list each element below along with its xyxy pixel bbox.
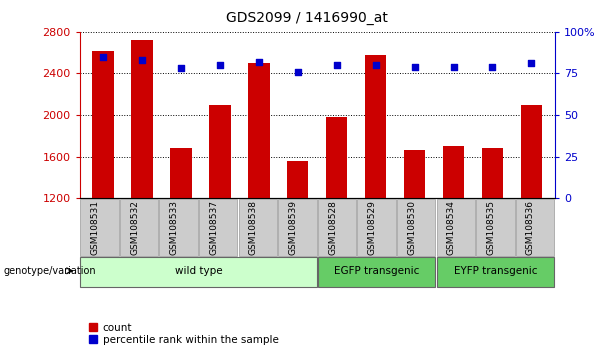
Legend: count, percentile rank within the sample: count, percentile rank within the sample xyxy=(85,318,283,349)
Bar xyxy=(209,105,230,198)
Text: GSM108532: GSM108532 xyxy=(130,200,139,255)
Bar xyxy=(482,148,503,198)
Point xyxy=(487,64,497,70)
Text: GSM108534: GSM108534 xyxy=(447,200,456,255)
Text: GDS2099 / 1416990_at: GDS2099 / 1416990_at xyxy=(226,11,387,25)
Text: EYFP transgenic: EYFP transgenic xyxy=(454,266,537,276)
Text: EGFP transgenic: EGFP transgenic xyxy=(334,266,419,276)
Bar xyxy=(443,146,464,198)
Bar xyxy=(287,161,308,198)
Text: GSM108536: GSM108536 xyxy=(526,200,535,255)
Bar xyxy=(170,148,192,198)
Text: GSM108538: GSM108538 xyxy=(249,200,258,255)
Text: GSM108539: GSM108539 xyxy=(289,200,297,255)
Text: GSM108535: GSM108535 xyxy=(486,200,495,255)
Point xyxy=(254,59,264,65)
Bar xyxy=(93,51,114,198)
Point xyxy=(332,62,341,68)
Point xyxy=(527,61,536,66)
Text: GSM108537: GSM108537 xyxy=(209,200,218,255)
Text: GSM108530: GSM108530 xyxy=(407,200,416,255)
Text: GSM108528: GSM108528 xyxy=(328,200,337,255)
Bar xyxy=(404,150,425,198)
Point xyxy=(371,62,381,68)
Point xyxy=(98,54,108,59)
Bar xyxy=(248,63,270,198)
Bar xyxy=(520,105,542,198)
Point xyxy=(409,64,419,70)
Text: wild type: wild type xyxy=(175,266,223,276)
Text: GSM108533: GSM108533 xyxy=(170,200,178,255)
Bar xyxy=(365,55,386,198)
Text: GSM108531: GSM108531 xyxy=(91,200,99,255)
Point xyxy=(215,62,225,68)
Bar xyxy=(326,117,348,198)
Text: GSM108529: GSM108529 xyxy=(368,200,376,255)
Bar xyxy=(131,40,153,198)
Text: genotype/variation: genotype/variation xyxy=(3,266,96,276)
Point xyxy=(293,69,303,75)
Point xyxy=(449,64,459,70)
Point xyxy=(137,57,147,63)
Point xyxy=(176,65,186,71)
